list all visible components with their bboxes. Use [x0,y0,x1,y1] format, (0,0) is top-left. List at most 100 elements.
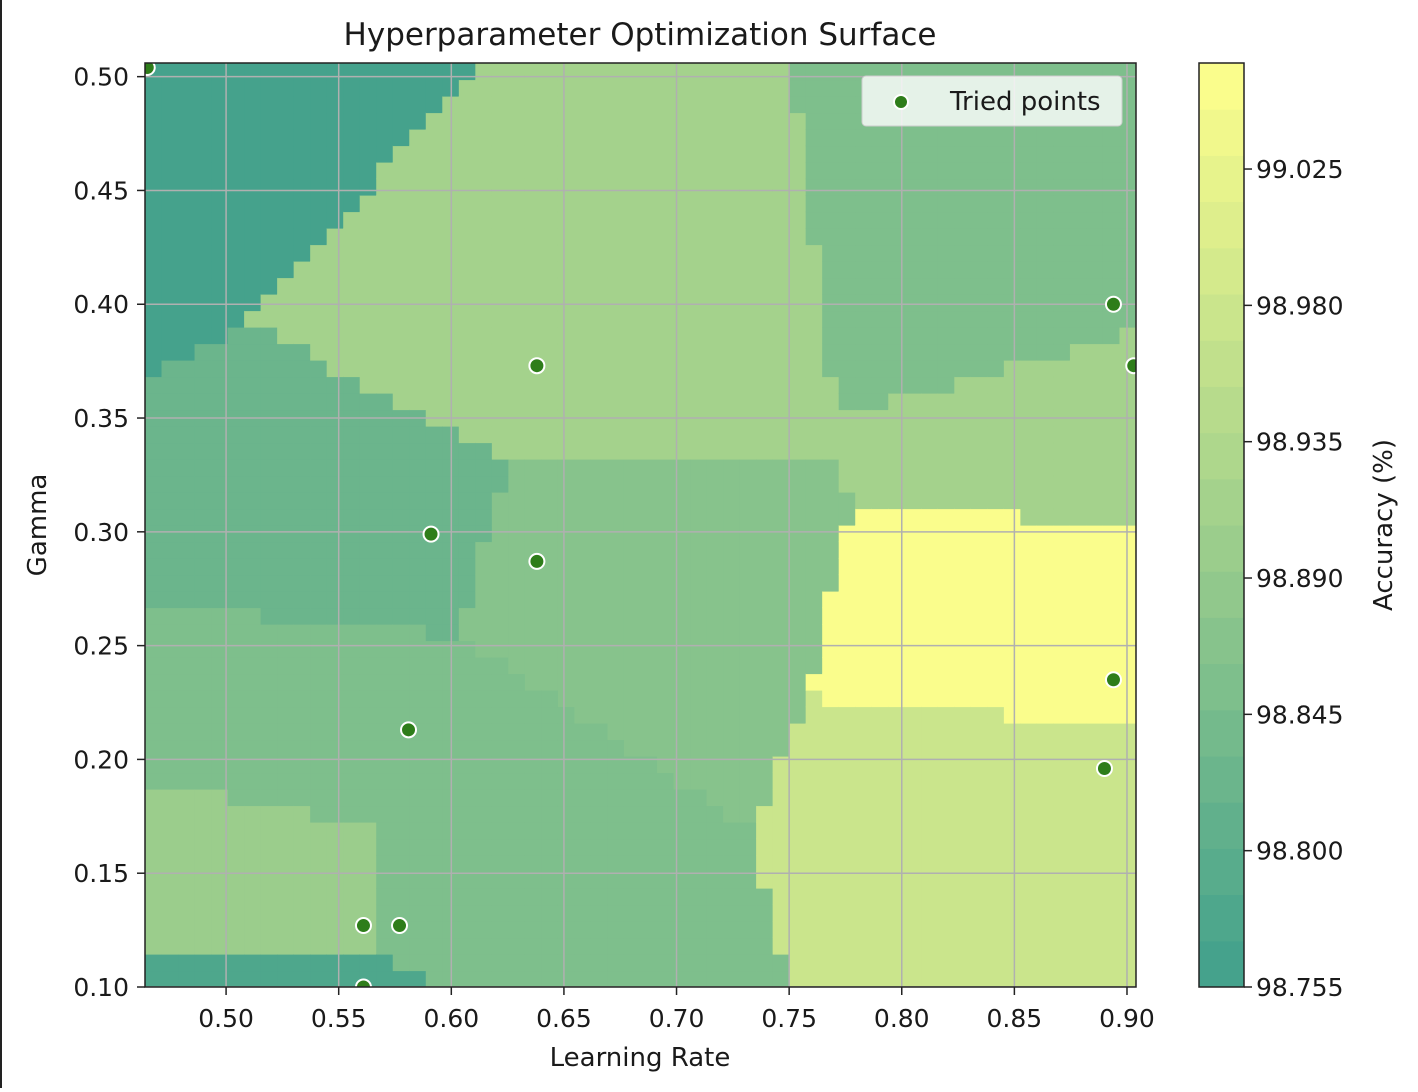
surface-cell [673,376,691,394]
surface-cell [1086,294,1104,312]
surface-cell [706,838,724,856]
surface-cell [640,805,658,823]
surface-cell [690,954,708,972]
surface-cell [1119,327,1136,345]
surface-cell [640,112,658,130]
surface-cell [277,244,295,262]
surface-cell [1020,261,1038,279]
surface-cell [1053,970,1071,987]
surface-cell [458,838,476,856]
surface-cell [1053,228,1071,246]
surface-cell [657,327,675,345]
surface-cell [822,393,840,411]
surface-cell [987,756,1005,774]
surface-cell [1020,607,1038,625]
surface-cell [211,244,229,262]
surface-cell [805,789,823,807]
surface-cell [921,723,939,741]
surface-cell [277,228,295,246]
surface-cell [772,475,790,493]
tried-point [391,917,409,935]
surface-cell [1102,921,1121,939]
surface-cell [690,112,708,130]
surface-cell [987,888,1005,906]
surface-cell [508,475,526,493]
surface-cell [178,492,196,510]
surface-cell [590,360,609,378]
surface-cell [310,393,328,411]
surface-cell [260,723,278,741]
surface-cell [623,591,642,609]
surface-cell [409,904,427,922]
surface-cell [756,360,774,378]
surface-cell [855,624,873,642]
surface-cell [392,310,410,328]
surface-cell [178,739,196,757]
surface-cell [970,310,988,328]
tried-point [354,917,372,935]
surface-cell [244,822,262,840]
surface-cell [260,904,278,922]
surface-cell [425,228,443,246]
surface-cell [1053,376,1071,394]
surface-cell [1102,525,1121,543]
surface-cell [1003,261,1021,279]
surface-cell [277,607,295,625]
surface-cell [409,376,427,394]
surface-cell [244,442,262,460]
surface-cell [607,591,625,609]
surface-cell [888,838,906,856]
surface-cell [706,954,724,972]
surface-cell [145,739,163,757]
surface-cell [623,261,642,279]
surface-cell [623,904,642,922]
surface-cell [987,475,1005,493]
surface-cell [293,393,311,411]
surface-cell [789,607,807,625]
surface-cell [1036,904,1055,922]
surface-cell [970,343,988,361]
surface-cell [1020,789,1038,807]
surface-cell [756,855,774,873]
surface-cell [623,63,642,81]
surface-cell [871,574,889,592]
surface-cell [970,624,988,642]
surface-cell [822,459,840,477]
surface-cell [937,162,955,180]
surface-cell [1036,558,1055,576]
surface-cell [293,855,311,873]
surface-cell [574,574,592,592]
surface-cell [838,525,856,543]
surface-cell [590,640,609,658]
surface-cell [574,541,592,559]
surface-cell [260,525,278,543]
surface-cell [888,690,906,708]
surface-cell [293,624,311,642]
surface-cell [789,79,807,97]
surface-cell [954,624,972,642]
surface-cell [690,327,708,345]
surface-cell [194,310,212,328]
surface-cell [590,261,609,279]
surface-cell [772,162,790,180]
surface-cell [227,640,245,658]
surface-cell [227,79,245,97]
surface-cell [805,162,823,180]
surface-cell [1003,426,1021,444]
surface-cell [409,624,427,642]
surface-cell [690,739,708,757]
surface-cell [723,706,741,724]
y-axis-label: Gamma [23,474,53,577]
surface-cell [1069,723,1088,741]
surface-cell [541,376,559,394]
surface-cell [1119,904,1136,922]
surface-cell [871,607,889,625]
surface-cell [211,739,229,757]
surface-cell [739,888,757,906]
surface-cell [326,954,344,972]
surface-cell [805,937,823,955]
surface-cell [244,244,262,262]
surface-cell [921,475,939,493]
surface-cell [574,79,592,97]
surface-cell [970,690,988,708]
